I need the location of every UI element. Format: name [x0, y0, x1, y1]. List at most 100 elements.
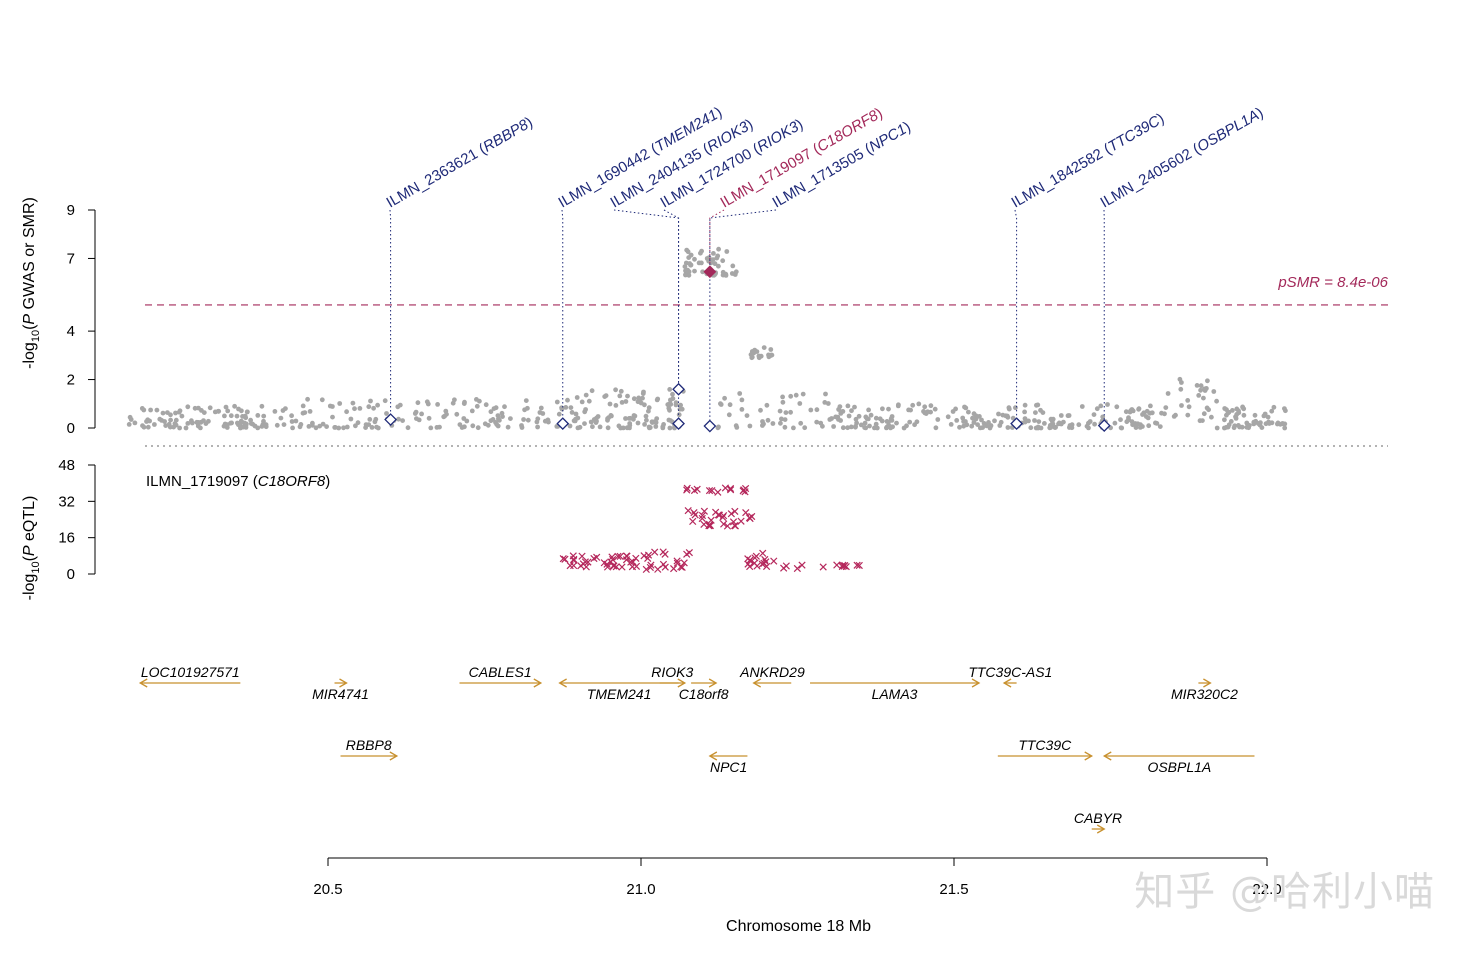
- eqtl-point: [578, 552, 586, 560]
- gwas-point: [563, 405, 569, 410]
- gene-arrow: [752, 678, 762, 688]
- gwas-point: [782, 424, 788, 430]
- gwas-point: [880, 406, 885, 412]
- gwas-point: [749, 354, 755, 360]
- probe-connector: [561, 209, 564, 424]
- bottom-y-tick-label: 32: [58, 493, 75, 510]
- gwas-point: [845, 425, 850, 431]
- gwas-point: [1105, 402, 1110, 407]
- gene-arrow: [558, 678, 567, 688]
- gwas-point: [1201, 411, 1207, 417]
- gwas-point: [373, 416, 379, 422]
- gwas-point: [667, 425, 673, 431]
- eqtl-point: [819, 563, 827, 571]
- eqtl-panel-label: ILMN_1719097 (C18ORF8): [146, 473, 330, 490]
- gwas-point: [367, 417, 373, 422]
- eqtl-point: [737, 517, 745, 525]
- gwas-point: [686, 272, 692, 278]
- gwas-point: [565, 397, 570, 403]
- gwas-point: [332, 425, 338, 430]
- gwas-point: [856, 413, 862, 419]
- gwas-point: [396, 416, 401, 422]
- eqtl-point: [698, 514, 706, 523]
- probe-marker: [1097, 419, 1111, 432]
- eqtl-point: [840, 562, 848, 570]
- gene-label: NPC1: [710, 759, 747, 775]
- gwas-point: [715, 425, 721, 431]
- gwas-point: [1265, 414, 1271, 420]
- eqtl-point: [700, 520, 708, 528]
- gwas-point: [310, 422, 315, 428]
- gwas-point: [692, 268, 697, 274]
- gwas-point: [179, 413, 185, 419]
- gwas-point: [243, 415, 249, 421]
- gwas-point: [1136, 406, 1141, 412]
- gwas-point: [289, 419, 295, 424]
- gwas-point: [145, 424, 151, 430]
- gwas-point: [1179, 403, 1184, 408]
- eqtl-point: [742, 509, 750, 517]
- gwas-point: [274, 422, 280, 428]
- gwas-point: [1239, 424, 1245, 430]
- gene-label: RIOK3: [651, 664, 693, 680]
- gwas-point: [873, 415, 879, 421]
- eqtl-point: [632, 554, 640, 562]
- gwas-point: [1201, 395, 1206, 401]
- gwas-point: [733, 269, 739, 275]
- gwas-point: [887, 424, 893, 430]
- gwas-point: [495, 423, 501, 429]
- gwas-point: [605, 425, 611, 431]
- gwas-point: [1149, 410, 1155, 416]
- probe-connector: [663, 209, 680, 424]
- gwas-point: [791, 425, 796, 431]
- gwas-point: [1038, 407, 1043, 413]
- eqtl-point: [683, 484, 691, 492]
- watermark: 知乎 @哈利小喵: [1134, 869, 1435, 915]
- gwas-point: [714, 255, 720, 261]
- gwas-point: [568, 405, 574, 410]
- gwas-point: [336, 425, 342, 431]
- gwas-point: [1028, 425, 1034, 431]
- gwas-point: [302, 410, 308, 415]
- gwas-point: [933, 425, 939, 431]
- gwas-point: [793, 392, 799, 398]
- gwas-point: [353, 423, 358, 429]
- gwas-point: [862, 425, 867, 430]
- gwas-point: [127, 414, 133, 420]
- gwas-point: [688, 252, 694, 258]
- gwas-point: [667, 387, 673, 392]
- gwas-point: [925, 409, 930, 415]
- eqtl-point: [700, 507, 709, 515]
- gwas-point: [488, 418, 494, 424]
- gwas-point: [437, 424, 442, 430]
- gwas-point: [849, 408, 854, 414]
- gwas-point: [653, 424, 659, 429]
- gwas-point: [1079, 404, 1085, 409]
- gene-label: C18orf8: [679, 686, 729, 702]
- eqtl-point: [762, 558, 770, 566]
- gwas-point: [305, 396, 310, 402]
- gwas-point: [1006, 405, 1012, 411]
- gwas-point: [1048, 424, 1054, 430]
- gwas-point: [154, 407, 160, 413]
- gwas-point: [1114, 404, 1120, 410]
- bottom-y-tick-label: 48: [58, 457, 75, 474]
- gwas-point: [244, 421, 249, 427]
- gwas-point: [424, 399, 430, 405]
- gene: TMEM241: [558, 678, 679, 702]
- x-tick-label: 21.5: [939, 881, 968, 898]
- gwas-point: [1098, 403, 1104, 409]
- eqtl-point: [838, 562, 846, 571]
- gwas-point: [846, 413, 852, 419]
- gwas-point: [384, 411, 389, 416]
- gwas-point: [375, 425, 381, 431]
- gwas-point: [867, 423, 872, 429]
- gwas-point: [1035, 424, 1041, 430]
- gwas-point: [1269, 408, 1275, 414]
- eqtl-point: [683, 550, 691, 558]
- gwas-point: [1123, 409, 1129, 415]
- gwas-point: [1271, 404, 1277, 410]
- gwas-point: [185, 404, 191, 410]
